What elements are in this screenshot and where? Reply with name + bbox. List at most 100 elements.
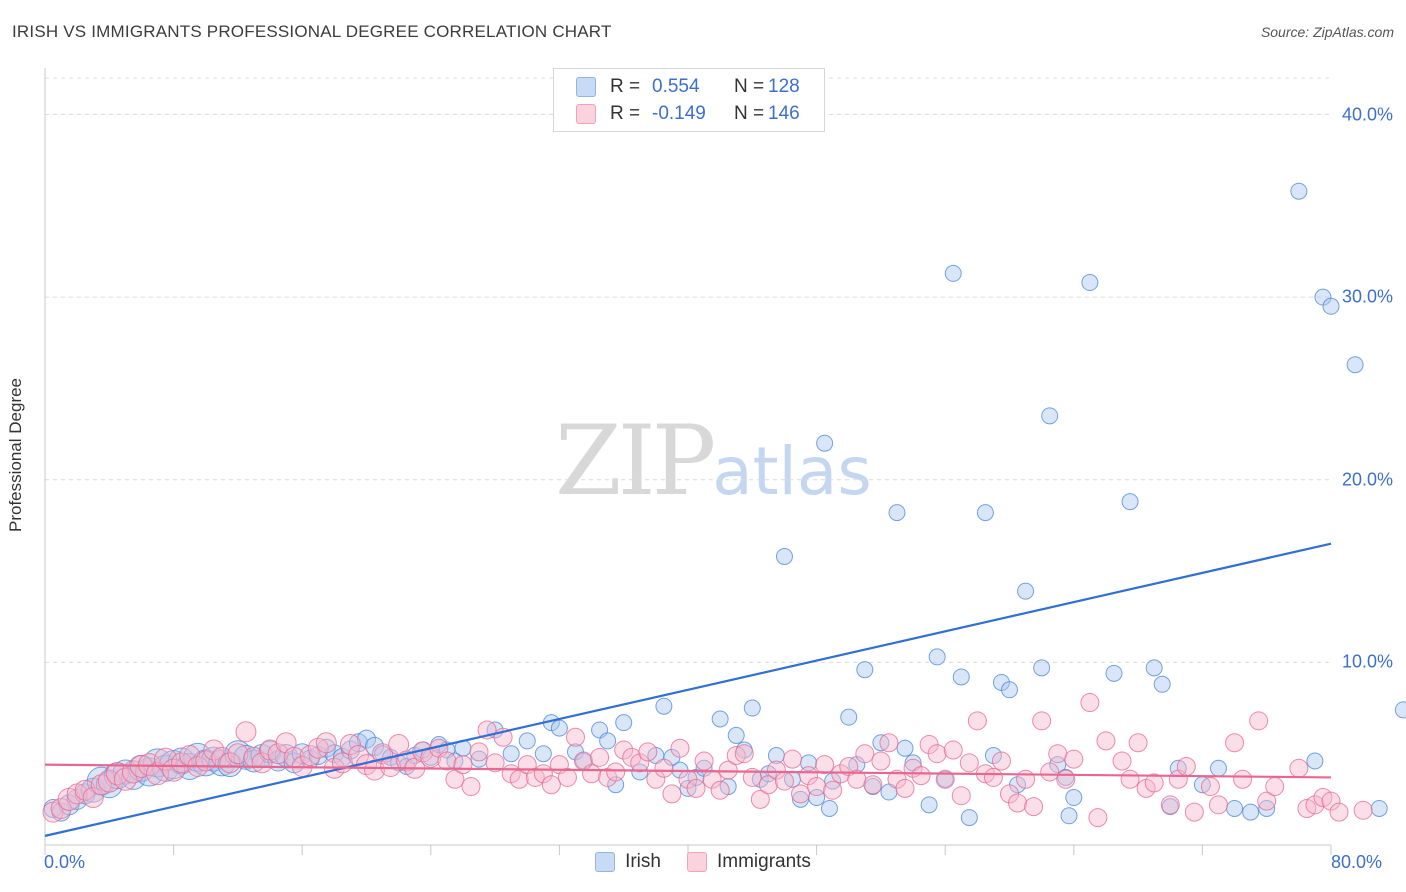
irish-point bbox=[308, 746, 328, 766]
irish-point bbox=[1057, 768, 1075, 786]
irish-point bbox=[502, 745, 520, 763]
irish-point bbox=[655, 697, 673, 715]
immigrants-point bbox=[227, 743, 249, 765]
immigrants-point bbox=[453, 755, 473, 775]
series-legend-immigrants[interactable]: Immigrants bbox=[686, 851, 811, 873]
irish-point bbox=[1065, 789, 1083, 807]
irish-point bbox=[711, 710, 729, 728]
irish-point bbox=[976, 504, 994, 522]
immigrants-point bbox=[1160, 795, 1180, 815]
immigrants-point bbox=[927, 744, 947, 764]
immigrants-point bbox=[1353, 800, 1373, 820]
immigrants-point bbox=[1289, 758, 1309, 778]
legend-swatch-immigrants bbox=[576, 104, 596, 124]
immigrants-point bbox=[219, 752, 241, 774]
trend-lines bbox=[44, 542, 1332, 837]
immigrants-point bbox=[614, 740, 634, 760]
immigrants-point bbox=[437, 751, 457, 771]
irish-point bbox=[357, 729, 376, 749]
immigrants-point bbox=[1225, 733, 1245, 753]
immigrants-point bbox=[1048, 744, 1068, 764]
immigrants-point bbox=[1329, 802, 1349, 822]
immigrants-point bbox=[1120, 769, 1140, 789]
irish-point bbox=[1306, 752, 1324, 770]
chart-title: IRISH VS IMMIGRANTS PROFESSIONAL DEGREE … bbox=[12, 22, 612, 41]
irish-point bbox=[816, 434, 834, 452]
irish-point bbox=[743, 699, 761, 717]
immigrants-point bbox=[461, 777, 481, 797]
immigrants-point bbox=[807, 777, 827, 797]
legend-r-label: R = bbox=[610, 103, 641, 124]
legend-r-label: R = bbox=[610, 76, 641, 97]
immigrants-point bbox=[935, 769, 955, 789]
immigrants-point bbox=[445, 769, 465, 789]
immigrants-point bbox=[782, 749, 802, 769]
immigrants-point bbox=[1184, 802, 1204, 822]
irish-point bbox=[1161, 798, 1179, 816]
immigrants-point bbox=[1176, 756, 1196, 776]
irish-point bbox=[1049, 756, 1067, 774]
irish-point bbox=[599, 732, 617, 750]
immigrants-point bbox=[863, 775, 883, 795]
y-tick-label: 10.0% bbox=[1341, 651, 1393, 672]
immigrants-point bbox=[1040, 762, 1060, 782]
immigrants-point bbox=[74, 779, 96, 801]
immigrants-point bbox=[565, 727, 585, 747]
irish-point bbox=[332, 747, 352, 767]
watermark: ZIPatlas bbox=[555, 405, 872, 517]
series-legend-irish[interactable]: Irish bbox=[595, 851, 661, 873]
legend-n-label: N = bbox=[734, 76, 765, 97]
immigrants-point bbox=[791, 784, 811, 804]
immigrants-point bbox=[1080, 693, 1100, 713]
immigrants-point bbox=[606, 762, 626, 782]
immigrants-point bbox=[1088, 808, 1108, 828]
irish-point bbox=[952, 668, 970, 686]
immigrants-point bbox=[1208, 795, 1228, 815]
immigrants-point bbox=[758, 775, 778, 795]
irish-point bbox=[95, 771, 123, 799]
irish-point bbox=[1370, 799, 1388, 817]
irish-point bbox=[960, 809, 978, 827]
immigrants-point bbox=[235, 721, 257, 743]
axes bbox=[44, 68, 1332, 855]
watermark-atlas: atlas bbox=[712, 433, 872, 510]
irish-point bbox=[550, 719, 568, 737]
irish-point bbox=[607, 776, 625, 794]
immigrants-point bbox=[469, 742, 489, 762]
irish-point bbox=[1060, 807, 1078, 825]
immigrants-point bbox=[750, 789, 770, 809]
irish-point bbox=[1145, 659, 1163, 677]
immigrants-point bbox=[1056, 769, 1076, 789]
series-label-irish: Irish bbox=[625, 851, 661, 872]
x-tick-label-max: 80.0% bbox=[1331, 852, 1383, 872]
immigrants-point bbox=[943, 740, 963, 760]
irish-point bbox=[534, 745, 552, 763]
irish-point bbox=[1226, 799, 1244, 817]
irish-point bbox=[1081, 274, 1099, 292]
immigrants-point bbox=[1064, 749, 1084, 769]
immigrants-point bbox=[686, 778, 706, 798]
immigrants-point bbox=[630, 753, 650, 773]
y-axis-label: Professional Degree bbox=[6, 377, 25, 533]
legend-r-value-irish: 0.554 bbox=[652, 76, 700, 97]
immigrants-point bbox=[299, 745, 321, 767]
immigrants-point bbox=[541, 775, 561, 795]
immigrants-point bbox=[171, 752, 193, 774]
irish-point bbox=[984, 747, 1002, 765]
immigrants-point bbox=[1144, 773, 1164, 793]
immigrants-point bbox=[983, 767, 1003, 787]
irish-point bbox=[1322, 297, 1340, 315]
immigrants-points bbox=[42, 693, 1373, 828]
immigrants-point bbox=[203, 739, 225, 761]
irish-point bbox=[1041, 407, 1059, 425]
watermark-zip: ZIP bbox=[555, 405, 716, 517]
immigrants-point bbox=[855, 744, 875, 764]
immigrants-point bbox=[766, 760, 786, 780]
series-legend: Irish Immigrants bbox=[0, 851, 1406, 873]
immigrants-trend-line bbox=[44, 763, 1332, 779]
irish-point bbox=[1153, 675, 1171, 693]
irish-point bbox=[1258, 799, 1276, 817]
immigrants-point bbox=[50, 797, 72, 819]
legend-n-label: N = bbox=[734, 103, 765, 124]
